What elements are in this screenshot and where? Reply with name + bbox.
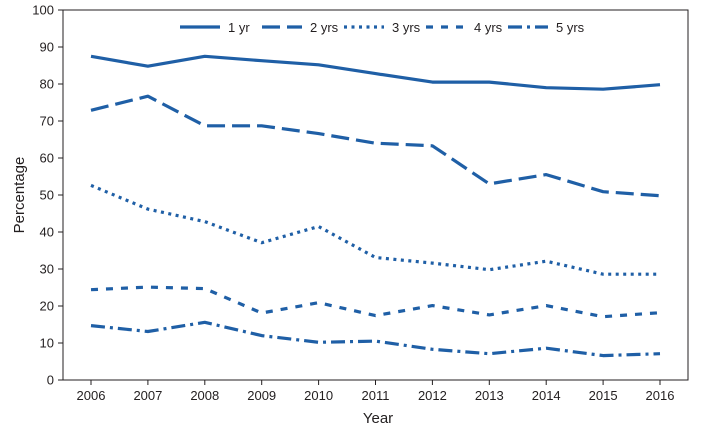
x-tick-label-2009: 2009 bbox=[247, 388, 276, 403]
y-tick-label-90: 90 bbox=[40, 40, 54, 55]
x-tick-label-2011: 2011 bbox=[362, 388, 390, 403]
series-layer bbox=[90, 54, 661, 358]
y-tick-label-50: 50 bbox=[40, 188, 54, 203]
x-axis-title: Year bbox=[363, 410, 393, 427]
legend-label-4-yrs: 4 yrs bbox=[474, 20, 503, 35]
x-tick-label-2013: 2013 bbox=[475, 388, 504, 403]
y-tick-label-80: 80 bbox=[40, 77, 54, 92]
x-tick-label-2008: 2008 bbox=[190, 388, 219, 403]
legend-label-5-yrs: 5 yrs bbox=[556, 20, 585, 35]
y-tick-label-40: 40 bbox=[40, 225, 54, 240]
series-line-1-yr bbox=[90, 54, 661, 91]
x-axis: 2006 2007 2008 2009 2010 2011 2012 2013 2014 2015… bbox=[77, 380, 675, 403]
x-tick-label-2007: 2007 bbox=[133, 388, 162, 403]
y-tick-label-100: 100 bbox=[32, 3, 54, 18]
legend: 1 yr 2 yrs 3 yrs 4 yrs 5 yrs bbox=[180, 20, 585, 35]
x-tick-label-2012: 2012 bbox=[418, 388, 447, 403]
y-axis-title: Percentage bbox=[11, 157, 28, 234]
legend-label-1-yr: 1 yr bbox=[228, 20, 250, 35]
y-tick-label-60: 60 bbox=[40, 151, 54, 166]
x-tick-label-2006: 2006 bbox=[77, 388, 106, 403]
legend-label-3-yrs: 3 yrs bbox=[392, 20, 421, 35]
x-tick-label-2014: 2014 bbox=[532, 388, 561, 403]
x-tick-label-2015: 2015 bbox=[589, 388, 618, 403]
y-tick-label-10: 10 bbox=[40, 336, 54, 351]
y-tick-label-30: 30 bbox=[40, 262, 54, 277]
y-tick-label-70: 70 bbox=[40, 114, 54, 129]
series-line-2-yrs bbox=[90, 94, 661, 198]
series-line-3-yrs bbox=[90, 183, 660, 276]
y-tick-label-20: 20 bbox=[40, 299, 54, 314]
x-tick-label-2010: 2010 bbox=[304, 388, 333, 403]
x-tick-label-2016: 2016 bbox=[646, 388, 675, 403]
legend-label-2-yrs: 2 yrs bbox=[310, 20, 339, 35]
series-line-4-yrs bbox=[90, 285, 661, 319]
y-axis: 0 10 20 30 40 50 60 70 80 90 100 bbox=[32, 3, 63, 388]
y-tick-label-0: 0 bbox=[47, 373, 54, 388]
series-line-5-yrs bbox=[90, 320, 661, 358]
